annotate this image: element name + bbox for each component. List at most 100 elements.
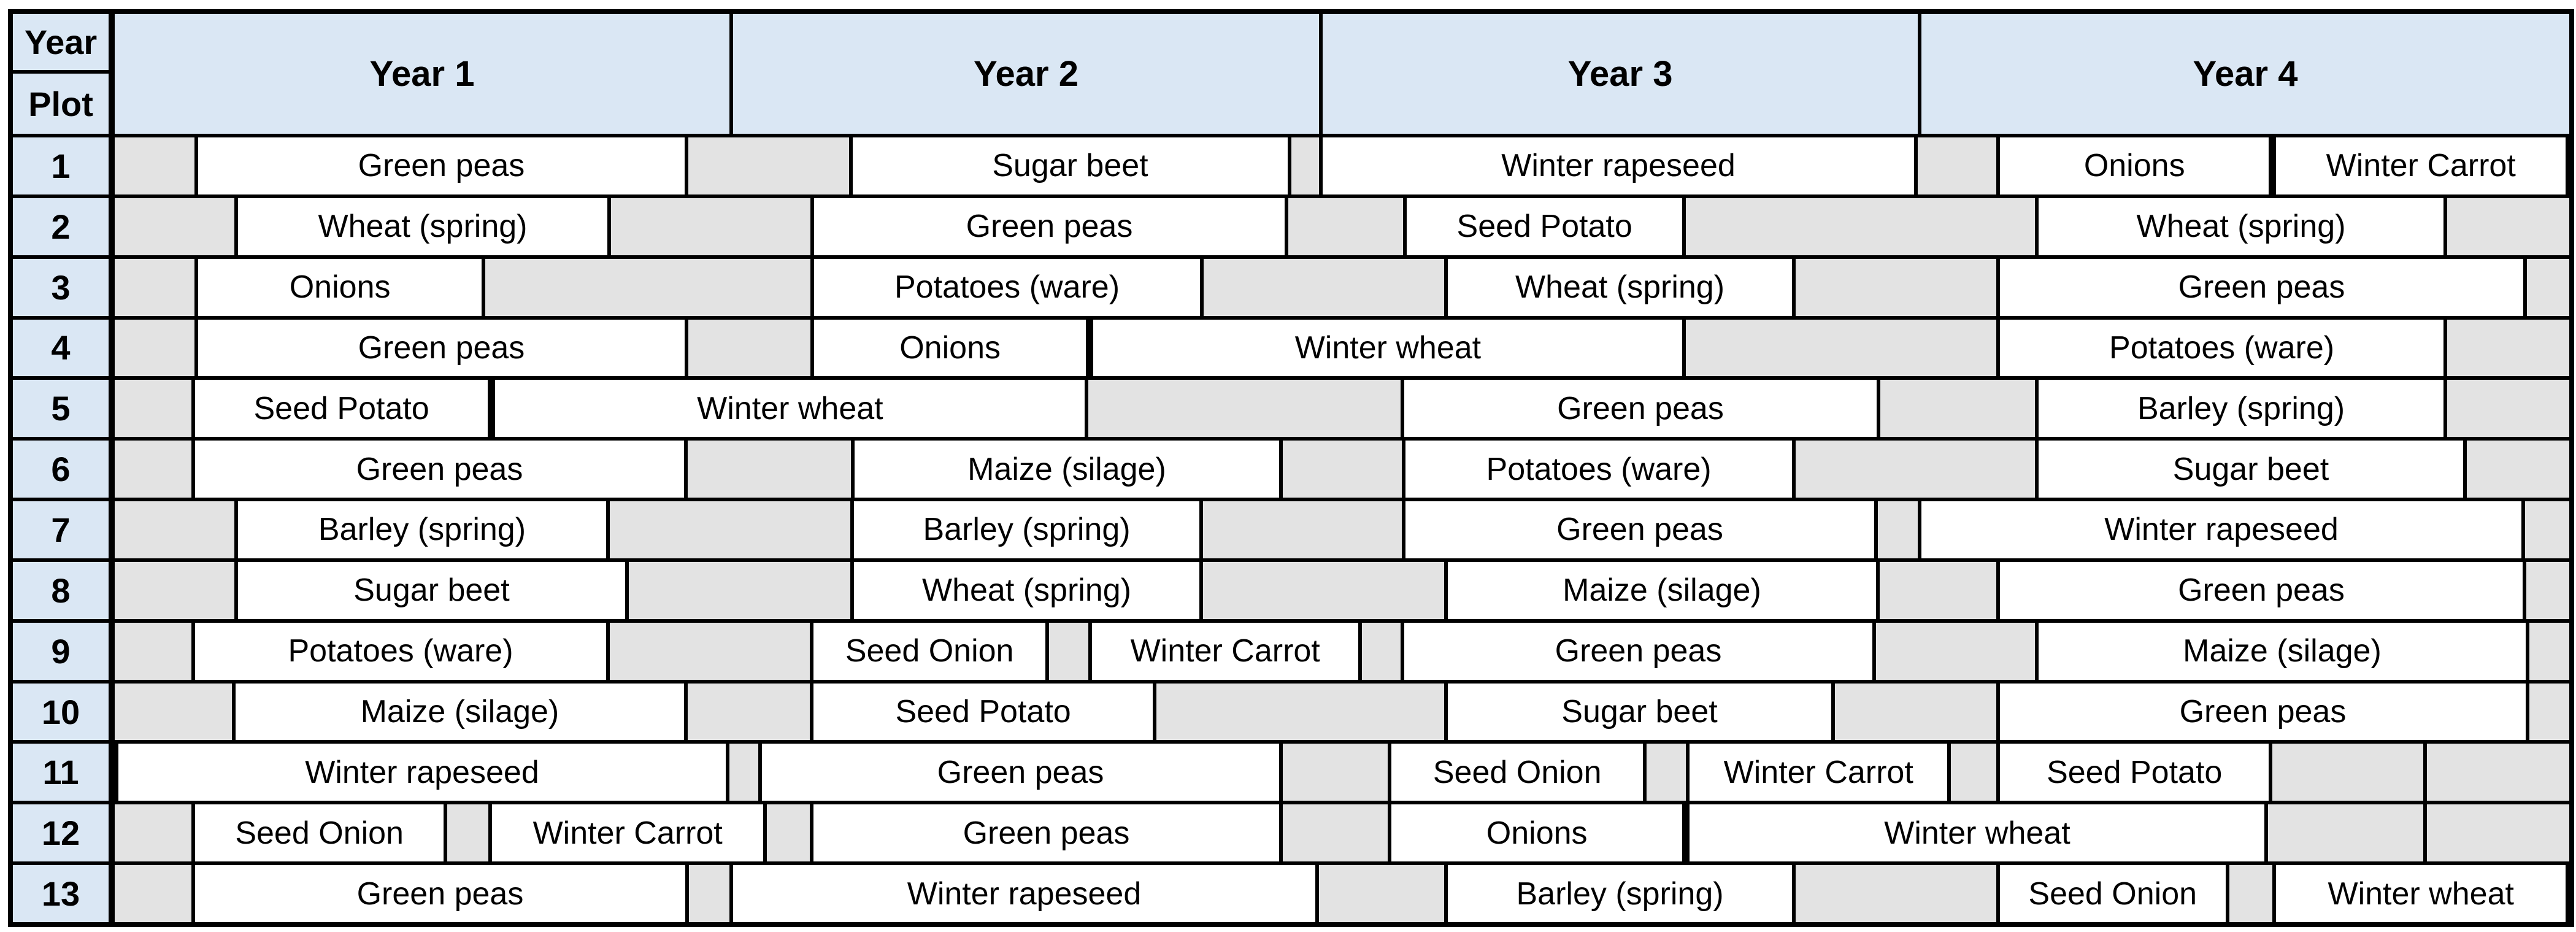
timeline-plot-1: Green peas Sugar beet Winter rapeseed Onion… [115, 137, 2569, 194]
crop-label: Barley (spring) [318, 512, 526, 548]
crop-box: Barley (spring) [850, 501, 1204, 558]
fallow-gap [1361, 622, 1401, 680]
year-header-1: Year 1 [115, 14, 729, 134]
crop-label: Potatoes (ware) [288, 633, 513, 669]
fallow-gap [2447, 380, 2569, 437]
crop-label: Winter rapeseed [907, 876, 1142, 912]
crop-box: Barley (spring) [2034, 380, 2448, 437]
plot-number: 13 [13, 865, 115, 922]
plot-row-1: 1 Green peas Sugar beet Winter rapeseed Onio… [13, 137, 2569, 198]
crop-box: Green peas [1996, 258, 2528, 316]
fallow-gap [629, 561, 850, 619]
crop-box: Green peas [191, 441, 688, 498]
crop-label: Barley (spring) [2137, 390, 2345, 426]
crop-label: Onions [899, 329, 1001, 366]
corner-plot-label: Plot [28, 84, 93, 123]
fallow-gap [1319, 865, 1444, 922]
fallow-gap [610, 622, 810, 680]
year-header-3: Year 3 [1319, 14, 1918, 134]
crop-label: Barley (spring) [1516, 876, 1724, 912]
crop-box: Potatoes (ware) [1401, 441, 1796, 498]
year-header-2: Year 2 [729, 14, 1319, 134]
fallow-gap [2427, 804, 2569, 862]
crop-label: Winter rapeseed [1501, 148, 1736, 184]
fallow-gap [2447, 198, 2569, 255]
crop-label: Green peas [2179, 694, 2347, 730]
crop-label: Green peas [937, 754, 1104, 790]
crop-box: Sugar beet [234, 561, 629, 619]
timeline-plot-13: Green peas Winter rapeseed Barley (spring)… [115, 865, 2569, 922]
fallow-gap [1796, 441, 2035, 498]
fallow-gap [115, 501, 234, 558]
plot-number: 3 [13, 258, 115, 316]
crop-box: Seed Onion [191, 804, 448, 862]
crop-box: Potatoes (ware) [810, 258, 1204, 316]
fallow-gap [2272, 744, 2424, 801]
crop-label: Winter Carrot [1723, 754, 1913, 790]
crop-label: Maize (silage) [1563, 572, 1761, 609]
crop-box: Green peas [1996, 683, 2530, 741]
year-header-label: Year 3 [1567, 54, 1673, 94]
crop-label: Winter Carrot [2326, 148, 2516, 184]
crop-label: Seed Potato [895, 694, 1071, 730]
crop-box: Seed Potato [1996, 744, 2273, 801]
fallow-gap [2529, 683, 2569, 741]
fallow-gap [485, 258, 810, 316]
crop-box: Winter wheat [2272, 865, 2569, 922]
plot-row-8: 8 Sugar beet Wheat (spring) Maize (silage) G… [13, 561, 2569, 623]
crop-box: Green peas [758, 744, 1283, 801]
fallow-gap [115, 804, 191, 862]
crop-box: Maize (silage) [1444, 561, 1880, 619]
crop-box: Sugar beet [2034, 441, 2467, 498]
fallow-gap [1288, 198, 1403, 255]
fallow-gap [2526, 561, 2569, 619]
crop-label: Seed Potato [253, 390, 429, 426]
fallow-gap [1880, 561, 1996, 619]
crop-box: Wheat (spring) [1444, 258, 1796, 316]
fallow-gap [1203, 561, 1444, 619]
plot-row-11: 11 Winter rapeseed Green peas Seed Onion Win… [13, 744, 2569, 805]
crop-box: Winter rapeseed [1319, 137, 1918, 194]
timeline-plot-6: Green peas Maize (silage) Potatoes (ware) S… [115, 441, 2569, 498]
fallow-gap [729, 744, 758, 801]
crop-box: Maize (silage) [231, 683, 688, 741]
crop-label: Sugar beet [353, 572, 510, 609]
crop-box: Seed Potato [191, 380, 492, 437]
year-header-4: Year 4 [1918, 14, 2569, 134]
plot-row-6: 6 Green peas Maize (silage) Potatoes (ware)… [13, 441, 2569, 502]
crop-box: Green peas [1400, 380, 1881, 437]
crop-label: Onions [289, 269, 391, 306]
crop-label: Seed Onion [845, 633, 1014, 669]
crop-label: Sugar beet [992, 148, 1148, 184]
crop-box: Sugar beet [848, 137, 1292, 194]
crop-label: Winter wheat [697, 390, 883, 426]
fallow-gap [1796, 865, 1996, 922]
plot-row-10: 10 Maize (silage) Seed Potato Sugar beet Gre… [13, 683, 2569, 744]
fallow-gap [2525, 501, 2569, 558]
crop-box: Green peas [194, 319, 689, 377]
crop-label: Green peas [963, 815, 1130, 851]
crop-label: Green peas [2178, 572, 2345, 609]
plot-row-13: 13 Green peas Winter rapeseed Barley (sprin… [13, 865, 2569, 922]
crop-box: Onions [194, 258, 486, 316]
fallow-gap [1835, 683, 1996, 741]
plot-number: 1 [13, 137, 115, 194]
timeline-plot-4: Green peas Onions Winter wheat Potatoes (wa… [115, 319, 2569, 377]
fallow-gap [1291, 137, 1320, 194]
fallow-gap [1203, 501, 1402, 558]
timeline-plot-3: Onions Potatoes (ware) Wheat (spring) Green… [115, 258, 2569, 316]
fallow-gap [115, 441, 191, 498]
plot-number: 6 [13, 441, 115, 498]
crop-label: Wheat (spring) [318, 209, 528, 245]
crop-rotation-table: Year Plot Year 1 Year 2 Year 3 Year 4 1 Gree… [8, 9, 2574, 927]
crop-box: Maize (silage) [2034, 622, 2530, 680]
crop-label: Green peas [356, 876, 524, 912]
crop-label: Winter rapeseed [2104, 512, 2339, 548]
crop-box: Barley (spring) [234, 501, 610, 558]
crop-box: Green peas [809, 804, 1283, 862]
fallow-gap [115, 319, 194, 377]
crop-label: Green peas [358, 148, 525, 184]
plot-row-5: 5 Seed Potato Winter wheat Green peas Barley… [13, 380, 2569, 441]
crop-label: Green peas [358, 329, 525, 366]
fallow-gap [2467, 441, 2569, 498]
